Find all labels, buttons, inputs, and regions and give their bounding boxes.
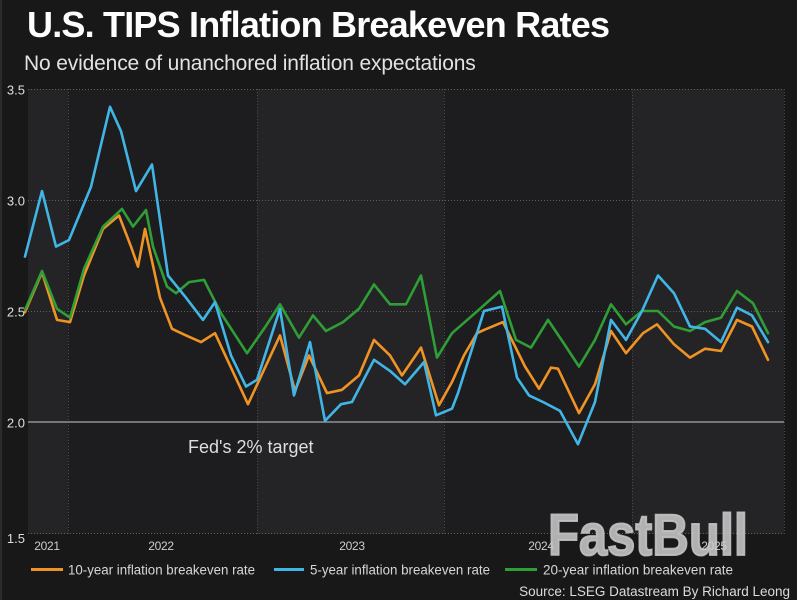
svg-text:2021: 2021 [34,539,60,553]
svg-text:10-year inflation breakeven ra: 10-year inflation breakeven rate [68,563,255,578]
svg-text:1.5: 1.5 [7,531,25,546]
svg-text:20-year inflation breakeven ra: 20-year inflation breakeven rate [543,563,733,578]
svg-text:FastBull: FastBull [548,503,748,568]
svg-text:3.0: 3.0 [7,194,25,209]
svg-text:Source: LSEG Datastream By Ric: Source: LSEG Datastream By Richard Leong [519,584,790,599]
svg-text:2.5: 2.5 [7,305,25,320]
svg-text:2023: 2023 [339,539,365,553]
svg-text:2024: 2024 [528,539,554,553]
svg-text:Fed's 2% target: Fed's 2% target [188,437,314,457]
svg-text:2025: 2025 [701,539,727,553]
svg-text:3.5: 3.5 [7,83,25,98]
svg-text:5-year inflation breakeven rat: 5-year inflation breakeven rate [310,563,490,578]
svg-text:2022: 2022 [148,539,174,553]
svg-text:2.0: 2.0 [7,416,25,431]
